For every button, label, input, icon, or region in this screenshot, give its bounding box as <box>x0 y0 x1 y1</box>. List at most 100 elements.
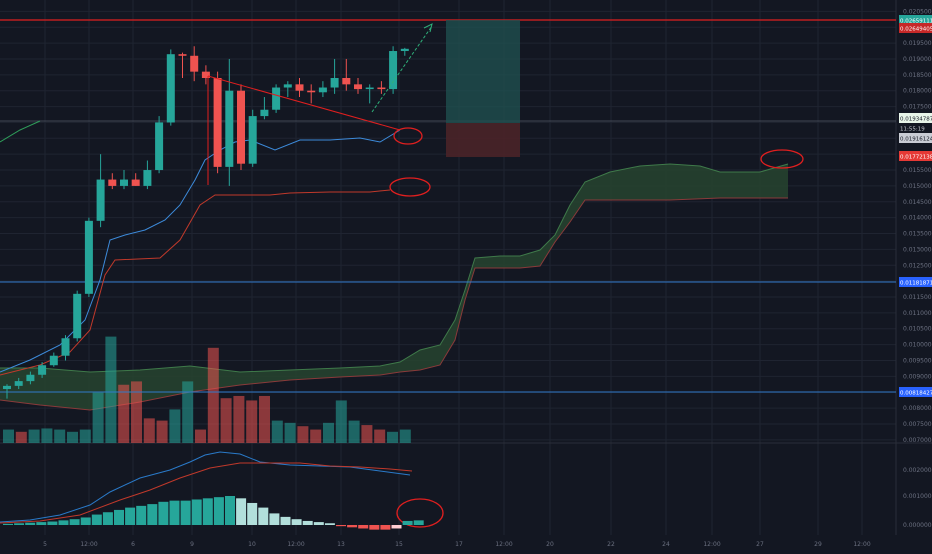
y-tick-label: 0.00950000 <box>903 357 932 364</box>
volume-bar <box>374 429 386 443</box>
price-tag-entry-bg <box>899 133 932 143</box>
macd-histogram-bar <box>202 498 213 525</box>
candle-body <box>120 179 128 186</box>
x-tick-label: 22 <box>607 541 615 548</box>
y-tick-label: 0.01150000 <box>903 294 932 301</box>
x-tick-label: 12:00 <box>287 541 304 548</box>
candle-body <box>155 122 164 171</box>
candle-body <box>389 51 398 90</box>
candle-body <box>283 84 292 88</box>
macd-histogram-bar <box>413 520 424 525</box>
x-tick-label: 27 <box>756 541 764 548</box>
price-tag-current-bg <box>899 113 932 123</box>
y-tick-label: 0.01000000 <box>903 342 932 349</box>
volume-bar <box>233 395 245 443</box>
trendline-upper <box>207 75 401 131</box>
volume-bar <box>79 429 91 443</box>
candle-body <box>14 381 23 386</box>
highlight-circle <box>389 177 431 197</box>
price-tag-support1: 0.01181871 <box>900 281 932 287</box>
x-tick-label: 17 <box>455 541 463 548</box>
candle-body <box>260 109 269 117</box>
macd-histogram-bar <box>313 522 324 525</box>
x-tick-label: 12:00 <box>703 541 720 548</box>
macd-histogram-bar <box>47 521 58 525</box>
price-tag-current: 0.01934787 <box>900 117 932 123</box>
candle-body <box>3 385 11 390</box>
macd-histogram-bar <box>247 502 258 525</box>
y-tick-label: 0.01350000 <box>903 231 932 238</box>
projection-arrow-head <box>423 23 433 33</box>
candle-body <box>190 55 199 72</box>
macd-histogram-bar <box>102 512 113 525</box>
macd-histogram-bar <box>269 513 280 525</box>
volume-bar <box>92 392 104 443</box>
macd-histogram-bar <box>14 523 25 525</box>
y-tick-label: 0.01450000 <box>903 199 932 206</box>
y-tick-label: 0.01250000 <box>903 262 932 269</box>
volume-bar <box>15 431 27 443</box>
macd-histogram-bar <box>225 496 235 525</box>
candle-body <box>166 54 175 123</box>
macd-histogram-bar <box>25 522 36 525</box>
x-tick-label: 20 <box>546 541 554 548</box>
candle-body <box>108 179 117 186</box>
y-tick-label: 0.01400000 <box>903 215 932 222</box>
macd-histogram-bar <box>3 523 13 525</box>
volume-bar <box>271 420 283 443</box>
x-tick-label: 15 <box>395 541 403 548</box>
volume-bar <box>284 422 296 443</box>
price-tag-stop-bg <box>899 151 932 161</box>
candle-body <box>84 220 93 294</box>
macd-histogram-bar <box>169 500 180 525</box>
macd-histogram-bar <box>280 516 291 525</box>
long-position-target-zone[interactable] <box>446 20 520 123</box>
macd-histogram-bar <box>236 498 247 525</box>
macd-histogram-bar <box>369 525 380 530</box>
volume-bar <box>195 429 206 443</box>
candle-body <box>49 355 58 366</box>
y-tick-label: 0.01850000 <box>903 72 932 79</box>
y-tick-label: 0.01100000 <box>903 310 932 317</box>
x-tick-label: 6 <box>131 541 135 548</box>
candle-body <box>178 54 187 56</box>
volume-bar <box>207 347 219 443</box>
macd-histogram-bar <box>36 522 47 525</box>
macd-tick-label: 0.00000000 <box>903 522 932 529</box>
macd-histogram-bar <box>158 501 169 525</box>
volume-bar <box>361 425 373 443</box>
volume-bar <box>310 429 322 443</box>
long-position-stop-zone[interactable] <box>446 123 520 157</box>
y-tick-label: 0.00700000 <box>903 437 932 444</box>
x-tick-label: 24 <box>662 541 670 548</box>
candle-body <box>307 90 316 93</box>
ma-slow-line <box>0 189 391 376</box>
candle-body <box>225 90 234 167</box>
candle-body <box>61 338 70 356</box>
candle-body <box>318 87 327 93</box>
y-tick-label: 0.00750000 <box>903 421 932 428</box>
candle-body <box>354 84 362 90</box>
y-tick-label: 0.02050000 <box>903 8 932 15</box>
macd-histogram-bar <box>147 504 158 525</box>
price-tag-target2-bg <box>899 23 932 33</box>
macd-histogram-bar <box>402 520 413 525</box>
volume-bar <box>182 381 194 443</box>
candle-body <box>377 87 386 90</box>
volume-bar <box>156 420 168 443</box>
macd-histogram-bar <box>191 499 202 525</box>
y-tick-label: 0.01900000 <box>903 56 932 63</box>
volume-bar <box>3 429 14 443</box>
volume-bar <box>387 431 398 443</box>
candle-body <box>342 78 351 85</box>
price-tag-countdown-bg <box>899 123 932 133</box>
candle-body <box>365 87 374 90</box>
candle-body <box>272 87 281 110</box>
kijun-line <box>0 120 41 143</box>
price-tag-support2: 0.00818427 <box>900 391 932 397</box>
macd-histogram-bar <box>302 520 313 525</box>
volume-bar <box>246 400 258 443</box>
price-tag-stop: 0.01772138 <box>900 155 932 161</box>
